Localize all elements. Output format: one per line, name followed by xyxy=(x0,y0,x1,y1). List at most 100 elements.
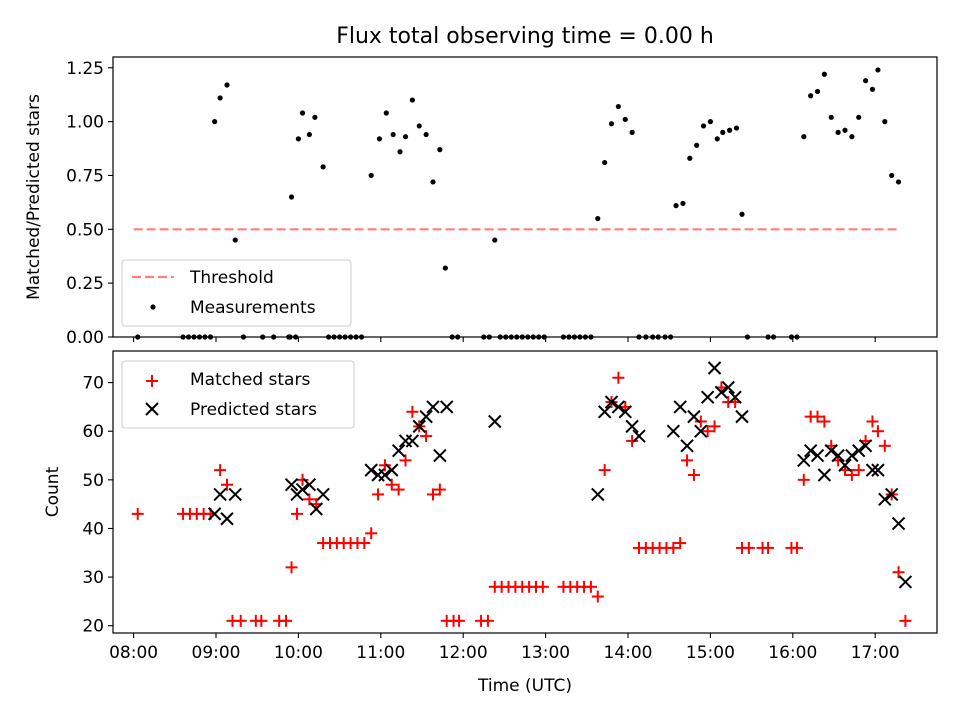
top-panel-legend: Threshold Measurements xyxy=(121,259,352,327)
matched-star-point xyxy=(878,439,891,452)
matched-star-point xyxy=(811,410,824,423)
matched-star-point xyxy=(536,580,549,593)
predicted-star-point xyxy=(426,400,440,414)
measurement-point xyxy=(828,114,834,120)
matched-star-point xyxy=(234,614,247,627)
predicted-star-point xyxy=(680,439,694,453)
bottom-panel-x-ticks: 08:00 09:00 10:00 11:00 12:00 13:00 14:00 15:00… xyxy=(109,633,900,663)
predicted-star-point xyxy=(852,443,866,458)
predicted-star-point xyxy=(385,463,399,477)
predicted-star-point xyxy=(604,395,619,409)
predicted-star-point xyxy=(213,487,227,502)
measurement-point xyxy=(232,237,238,243)
matched-star-point xyxy=(420,430,433,443)
measurement-point xyxy=(383,110,389,116)
measurement-point xyxy=(875,67,881,73)
measurement-point xyxy=(733,125,740,131)
predicted-star-point xyxy=(694,424,708,438)
predicted-star-point xyxy=(391,443,406,458)
matched-star-point xyxy=(385,478,398,491)
matched-star-point xyxy=(453,614,466,627)
measurement-point xyxy=(842,127,848,133)
matched-star-point xyxy=(687,468,700,481)
measurement-point xyxy=(895,179,902,185)
predicted-star-point xyxy=(316,487,330,502)
y-tick-label: 0.50 xyxy=(66,220,104,240)
measurement-point xyxy=(390,131,396,138)
predicted-star-point xyxy=(797,453,811,468)
predicted-star-point xyxy=(364,463,378,477)
predicted-star-point xyxy=(207,507,222,521)
predicted-star-point xyxy=(871,463,885,477)
matched-star-point xyxy=(296,473,309,486)
y-tick-label: 70 xyxy=(82,374,104,394)
predicted-star-point xyxy=(618,405,632,419)
bottom-panel: 20 30 40 50 60 70 08:00 09:00 10:00 11:00 12:00 13… xyxy=(43,350,938,696)
predicted-star-point xyxy=(632,429,646,443)
predicted-star-point xyxy=(673,400,687,414)
predicted-star-point xyxy=(597,405,612,419)
matched-star-point xyxy=(818,415,831,428)
matched-star-point xyxy=(612,371,625,384)
predicted-star-point xyxy=(878,492,892,507)
predicted-star-point xyxy=(824,443,838,458)
y-tick-label: 0.75 xyxy=(66,166,104,186)
matched-star-point xyxy=(303,493,316,506)
matched-star-point xyxy=(481,614,494,627)
matched-star-point xyxy=(584,580,597,593)
measurement-point xyxy=(882,119,888,125)
measurement-point xyxy=(299,110,306,116)
legend-threshold-label: Threshold xyxy=(189,268,274,288)
measurement-point xyxy=(306,131,312,138)
matched-star-point xyxy=(392,483,405,496)
bottom-panel-frame xyxy=(112,350,938,634)
measurement-point xyxy=(442,265,448,271)
predicted-star-point xyxy=(419,409,433,424)
matched-star-point xyxy=(852,464,865,477)
measurement-point xyxy=(889,172,895,179)
measurement-point xyxy=(739,211,745,217)
chart-title: Flux total observing time = 0.00 h xyxy=(336,24,714,49)
y-tick-label: 0.25 xyxy=(66,274,104,294)
predicted-star-point xyxy=(440,400,454,414)
measurement-point xyxy=(402,134,409,140)
measurement-point xyxy=(320,164,326,170)
measurement-point xyxy=(856,114,862,120)
matched-star-point xyxy=(591,590,604,603)
measurement-point xyxy=(821,71,827,77)
matched-star-point xyxy=(598,464,611,477)
predicted-star-point xyxy=(398,434,413,448)
predicted-star-point xyxy=(378,468,392,482)
matched-star-point xyxy=(674,537,687,550)
x-tick-label: 17:00 xyxy=(851,643,900,663)
legend-matched-swatch xyxy=(146,375,158,387)
predicted-star-point xyxy=(625,419,639,434)
matched-star-point xyxy=(358,537,371,550)
predicted-star-point xyxy=(405,434,420,448)
bottom-panel-y-axis-label: Count xyxy=(43,466,63,517)
legend-measurements-label: Measurements xyxy=(190,298,316,318)
measurement-point xyxy=(608,121,615,127)
predicted-star-point xyxy=(371,468,385,482)
predicted-star-point xyxy=(433,448,447,463)
measurement-point xyxy=(423,131,429,138)
measurement-point xyxy=(602,159,608,166)
matched-star-point xyxy=(899,614,912,627)
matched-star-point xyxy=(694,415,707,428)
predicted-star-point xyxy=(838,458,852,472)
x-tick-label: 16:00 xyxy=(768,643,817,663)
measurement-point xyxy=(312,114,318,120)
matched-star-point xyxy=(797,473,810,486)
measurement-point xyxy=(409,97,415,103)
measurement-point xyxy=(673,203,679,209)
predicted-star-point xyxy=(488,414,502,429)
top-panel-frame xyxy=(112,56,938,338)
predicted-star-point xyxy=(687,409,701,424)
x-tick-label: 13:00 xyxy=(521,643,570,663)
predicted-star-point xyxy=(831,448,845,463)
bottom-panel-marks xyxy=(131,361,913,627)
predicted-star-point xyxy=(412,419,426,434)
predicted-star-point xyxy=(735,409,749,424)
legend-measurements-swatch xyxy=(150,304,156,310)
